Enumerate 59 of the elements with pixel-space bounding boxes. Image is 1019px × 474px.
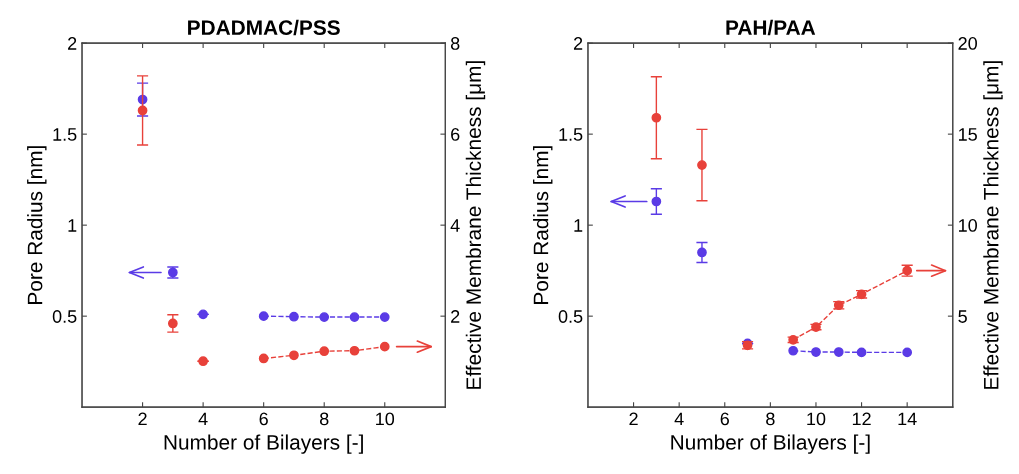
point xyxy=(697,160,707,170)
x-tick-label: 10 xyxy=(807,412,826,426)
point xyxy=(651,112,662,123)
y-tick-label: 1 xyxy=(574,219,583,232)
point xyxy=(198,309,208,320)
y-axis-title: Pore Radius [nm] xyxy=(533,146,553,304)
y-tick-label: 2 xyxy=(68,37,77,50)
x-tick-label: 6 xyxy=(259,412,268,426)
chart-title: PDADMAC/PSS xyxy=(188,19,340,36)
point xyxy=(137,105,148,116)
x-tick-label: 8 xyxy=(319,412,329,426)
x-tick-label: 12 xyxy=(852,412,871,426)
y-tick-label: 2 xyxy=(573,37,583,50)
y-tick-label: 1.5 xyxy=(559,128,583,141)
point xyxy=(697,247,707,258)
point xyxy=(833,347,844,357)
x-tick-label: 4 xyxy=(674,412,684,426)
point xyxy=(167,318,178,329)
y2-tick-label: 20 xyxy=(958,37,977,50)
x-tick-label: 2 xyxy=(138,412,147,426)
point xyxy=(379,341,390,352)
x-tick-label: 4 xyxy=(198,412,208,426)
point xyxy=(902,347,913,358)
y-axis-title: Pore Radius [nm] xyxy=(27,146,47,304)
point xyxy=(379,312,390,322)
y2-tick-label: 15 xyxy=(959,128,977,141)
y2-tick-label: 10 xyxy=(959,219,977,232)
y2-tick-label: 8 xyxy=(450,37,460,50)
x-tick-label: 14 xyxy=(898,412,917,426)
point xyxy=(651,196,662,207)
point xyxy=(319,346,330,357)
y-tick-label: 1 xyxy=(68,219,77,232)
x-tick-label: 2 xyxy=(629,412,638,426)
point xyxy=(289,311,299,322)
point xyxy=(289,350,299,361)
y-tick-label: 1.5 xyxy=(53,128,77,141)
point xyxy=(198,356,208,367)
y2-tick-label: 4 xyxy=(450,219,460,232)
x-tick-label: 10 xyxy=(376,412,395,426)
point xyxy=(349,312,360,322)
y2-tick-label: 5 xyxy=(958,310,967,323)
x-axis-title: Number of Bilayers [-] xyxy=(164,434,363,454)
x-tick-label: 8 xyxy=(766,412,775,426)
y2-axis-title: Effective Membrane Thickness [μm] xyxy=(983,61,1003,389)
y2-tick-label: 6 xyxy=(451,128,460,141)
y-tick-label: 0.5 xyxy=(558,310,583,323)
y2-axis-title: Effective Membrane Thickness [μm] xyxy=(465,61,486,389)
x-tick-label: 6 xyxy=(720,412,729,426)
point xyxy=(856,347,867,358)
point xyxy=(258,311,269,322)
chart-title: PAH/PAA xyxy=(726,19,816,36)
y2-tick-label: 2 xyxy=(451,310,460,323)
point xyxy=(349,345,360,356)
point xyxy=(811,347,821,357)
point xyxy=(258,353,269,364)
y-tick-label: 0.5 xyxy=(52,310,77,323)
point xyxy=(319,312,330,322)
x-axis-title: Number of Bilayers [-] xyxy=(671,434,870,454)
point xyxy=(788,345,799,356)
